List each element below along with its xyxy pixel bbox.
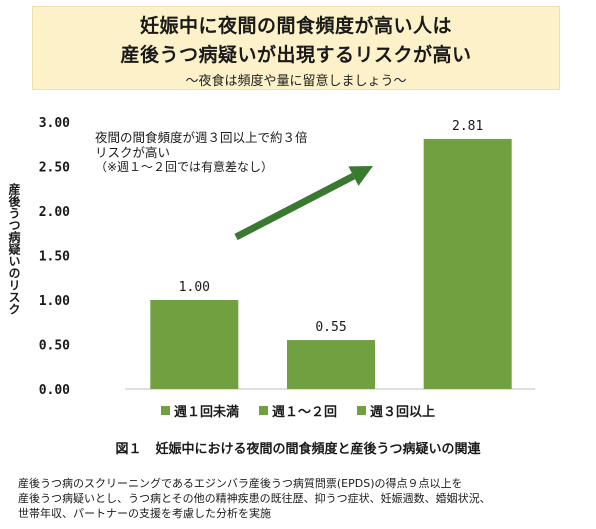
bar bbox=[423, 138, 512, 389]
y-tick-label: 0.50 bbox=[39, 339, 70, 354]
y-tick-label: 3.00 bbox=[39, 116, 70, 131]
y-tick-label: 2.00 bbox=[39, 205, 70, 220]
annotation-line-2: リスクが高い bbox=[95, 145, 171, 160]
legend-label-2: 週１～２回 bbox=[271, 405, 337, 420]
bar-value-label: 2.81 bbox=[452, 119, 483, 134]
annotation-line-3: （※週１～２回では有意差なし） bbox=[95, 160, 274, 174]
title-line-1: 妊娠中に夜間の間食頻度が高い人は bbox=[139, 15, 452, 37]
legend-swatch-2 bbox=[258, 406, 268, 415]
legend-swatch-3 bbox=[357, 406, 366, 415]
y-tick-label: 2.50 bbox=[39, 161, 70, 176]
bar-value-label: 0.55 bbox=[315, 320, 346, 335]
trend-arrow-line bbox=[234, 173, 356, 241]
footnote-line-1: 産後うつ病のスクリーニングであるエジンバラ産後うつ病質問票(EPDS)の得点９点… bbox=[18, 477, 463, 490]
legend-label-3: 週３回以上 bbox=[370, 405, 436, 420]
y-tick-label: 1.50 bbox=[39, 250, 70, 265]
figure-caption-text: 妊娠中における夜間の間食頻度と産後うつ病疑いの関連 bbox=[155, 442, 481, 457]
title-banner: 妊娠中に夜間の間食頻度が高い人は 産後うつ病疑いが出現するリスクが高い ～夜食は… bbox=[32, 6, 560, 90]
bar bbox=[150, 300, 239, 389]
footnote-line-2: 産後うつ病疑いとし、うつ病とその他の精神疾患の既往歴、抑うつ症状、妊娠週数、婚姻… bbox=[18, 492, 491, 505]
bar-value-label: 1.00 bbox=[179, 280, 210, 295]
title-line-2: 産後うつ病疑いが出現するリスクが高い bbox=[120, 44, 472, 66]
figure-number: 図１ bbox=[115, 442, 142, 457]
annotation-line-1: 夜間の間食頻度が週３回以上で約３倍 bbox=[95, 130, 308, 145]
chart-annotation: 夜間の間食頻度が週３回以上で約３倍 リスクが高い （※週１～２回では有意差なし） bbox=[95, 130, 395, 175]
figure-caption: 図１ 妊娠中における夜間の間食頻度と産後うつ病疑いの関連 bbox=[0, 438, 596, 457]
trend-arrow-head bbox=[348, 166, 373, 186]
legend-item-3: 週３回以上 bbox=[357, 401, 435, 420]
footnote-line-3: 世帯年収、パートナーの支援を考慮した分析を実施 bbox=[18, 507, 271, 520]
legend-item-2: 週１～２回 bbox=[258, 401, 337, 420]
subtitle: ～夜食は頻度や量に留意しましょう～ bbox=[185, 74, 407, 89]
legend-item-1: 週１回未満 bbox=[160, 401, 239, 420]
y-tick-label: 0.00 bbox=[39, 383, 70, 398]
legend: 週１回未満 週１～２回 週３回以上 bbox=[0, 401, 596, 420]
legend-label-1: 週１回未満 bbox=[173, 405, 239, 420]
bar bbox=[287, 340, 375, 389]
footnote: 産後うつ病のスクリーニングであるエジンバラ産後うつ病質問票(EPDS)の得点９点… bbox=[18, 476, 588, 521]
legend-swatch-1 bbox=[160, 406, 170, 415]
y-tick-label: 1.00 bbox=[39, 294, 70, 309]
y-axis-label: 産後うつ病疑いのリスク bbox=[7, 183, 21, 315]
